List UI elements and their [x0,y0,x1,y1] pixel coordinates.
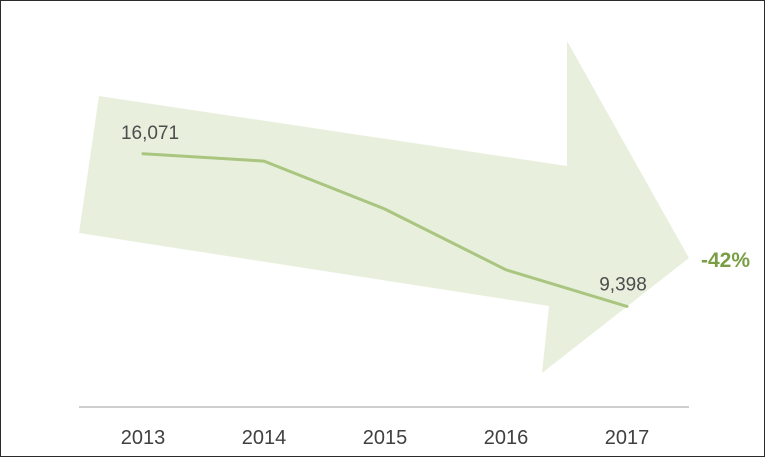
data-labels: 16,071 9,398 [121,123,647,296]
x-tick-label-2013: 2013 [121,427,166,449]
x-tick-label-2017: 2017 [605,427,650,449]
x-axis-tick-labels: 2013 2014 2015 2016 2017 [121,427,650,449]
percent-change-label: -42% [701,249,750,272]
series-line [141,152,629,308]
x-tick-label-2014: 2014 [242,427,287,449]
data-label-2013: 16,071 [121,123,179,144]
trend-arrow-background [79,41,689,373]
x-tick-label-2015: 2015 [363,427,408,449]
x-tick-label-2016: 2016 [484,427,529,449]
data-label-2017: 9,398 [599,274,647,295]
